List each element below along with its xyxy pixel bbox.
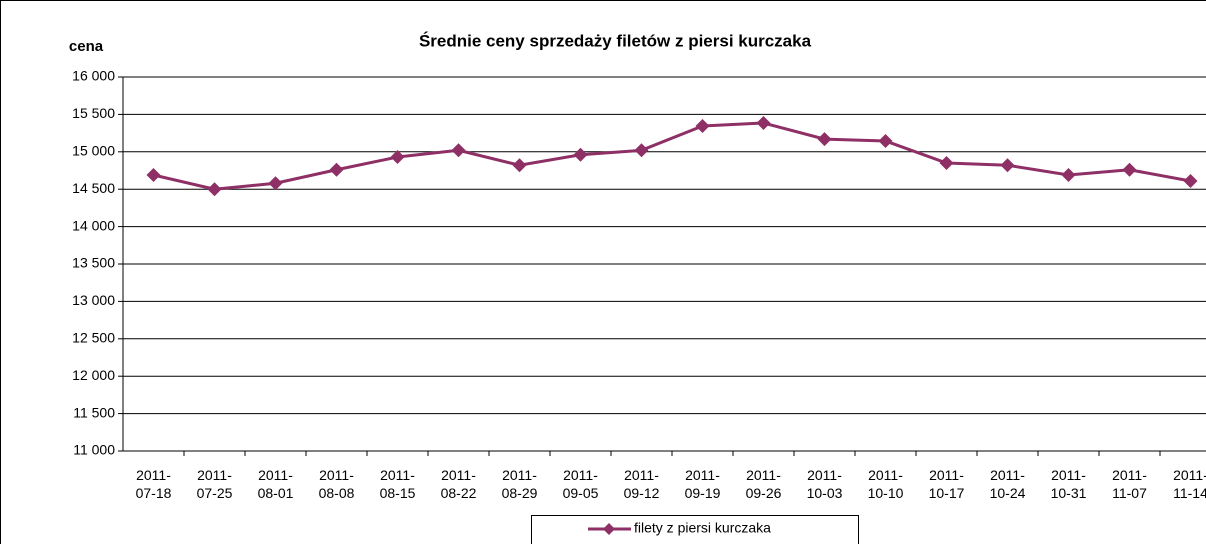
point-marker <box>878 133 893 148</box>
point-marker <box>1061 167 1076 182</box>
x-tick-label: 2011-07-18 <box>135 467 172 501</box>
x-tick-label: 2011-08-22 <box>440 467 477 501</box>
y-tick-label: 13 000 <box>72 292 115 308</box>
x-tick-label: 2011-08-29 <box>501 467 538 501</box>
x-tick-label: 2011-10-24 <box>989 467 1026 501</box>
y-tick-label: 16 000 <box>72 68 115 84</box>
point-marker <box>756 116 771 131</box>
point-marker <box>1183 173 1198 188</box>
x-tick-label: 2011-10-17 <box>928 467 965 501</box>
point-marker <box>817 132 832 147</box>
point-marker <box>634 143 649 158</box>
point-marker <box>390 150 405 165</box>
point-marker <box>939 156 954 171</box>
point-marker <box>329 162 344 177</box>
x-tick-label: 2011-08-08 <box>318 467 355 501</box>
y-tick-label: 11 500 <box>73 404 115 420</box>
chart-title: Średnie ceny sprzedaży filetów z piersi … <box>419 31 812 50</box>
y-tick-label: 15 000 <box>72 143 115 159</box>
point-marker <box>1122 162 1137 177</box>
y-tick-label: 12 000 <box>72 367 115 383</box>
series-line <box>153 121 1191 191</box>
y-tick-label: 12 500 <box>72 330 115 346</box>
y-tick-label: 11 000 <box>73 442 115 458</box>
x-tick-label: 2011-11-14 <box>1173 467 1206 501</box>
x-tick-label: 2011-10-31 <box>1050 467 1087 501</box>
point-marker <box>451 143 466 158</box>
point-marker <box>1000 158 1015 173</box>
y-tick-label: 15 500 <box>72 105 115 121</box>
y-axis-label: cena <box>69 38 104 55</box>
point-marker <box>512 158 527 173</box>
point-marker <box>573 147 588 162</box>
point-marker <box>268 176 283 191</box>
legend-marker <box>603 523 615 535</box>
y-tick-label: 13 500 <box>72 255 115 271</box>
x-tick-label: 2011-09-05 <box>562 467 599 501</box>
legend-label: filety z piersi kurczaka <box>634 520 771 536</box>
x-tick-label: 2011-09-19 <box>684 467 721 501</box>
x-tick-label: 2011-08-01 <box>257 467 294 501</box>
x-tick-label: 2011-10-10 <box>867 467 904 501</box>
x-tick-label: 2011-11-07 <box>1112 467 1147 501</box>
y-tick-label: 14 000 <box>72 217 115 233</box>
point-marker <box>207 182 222 197</box>
legend-box <box>531 515 859 544</box>
x-tick-label: 2011-07-25 <box>196 467 233 501</box>
x-tick-label: 2011-09-26 <box>745 467 782 501</box>
x-tick-label: 2011-08-15 <box>379 467 416 501</box>
x-tick-label: 2011-09-12 <box>623 467 660 501</box>
point-marker <box>695 118 710 133</box>
x-tick-label: 2011-10-03 <box>806 467 843 501</box>
point-marker <box>146 167 161 182</box>
y-tick-label: 14 500 <box>72 180 115 196</box>
